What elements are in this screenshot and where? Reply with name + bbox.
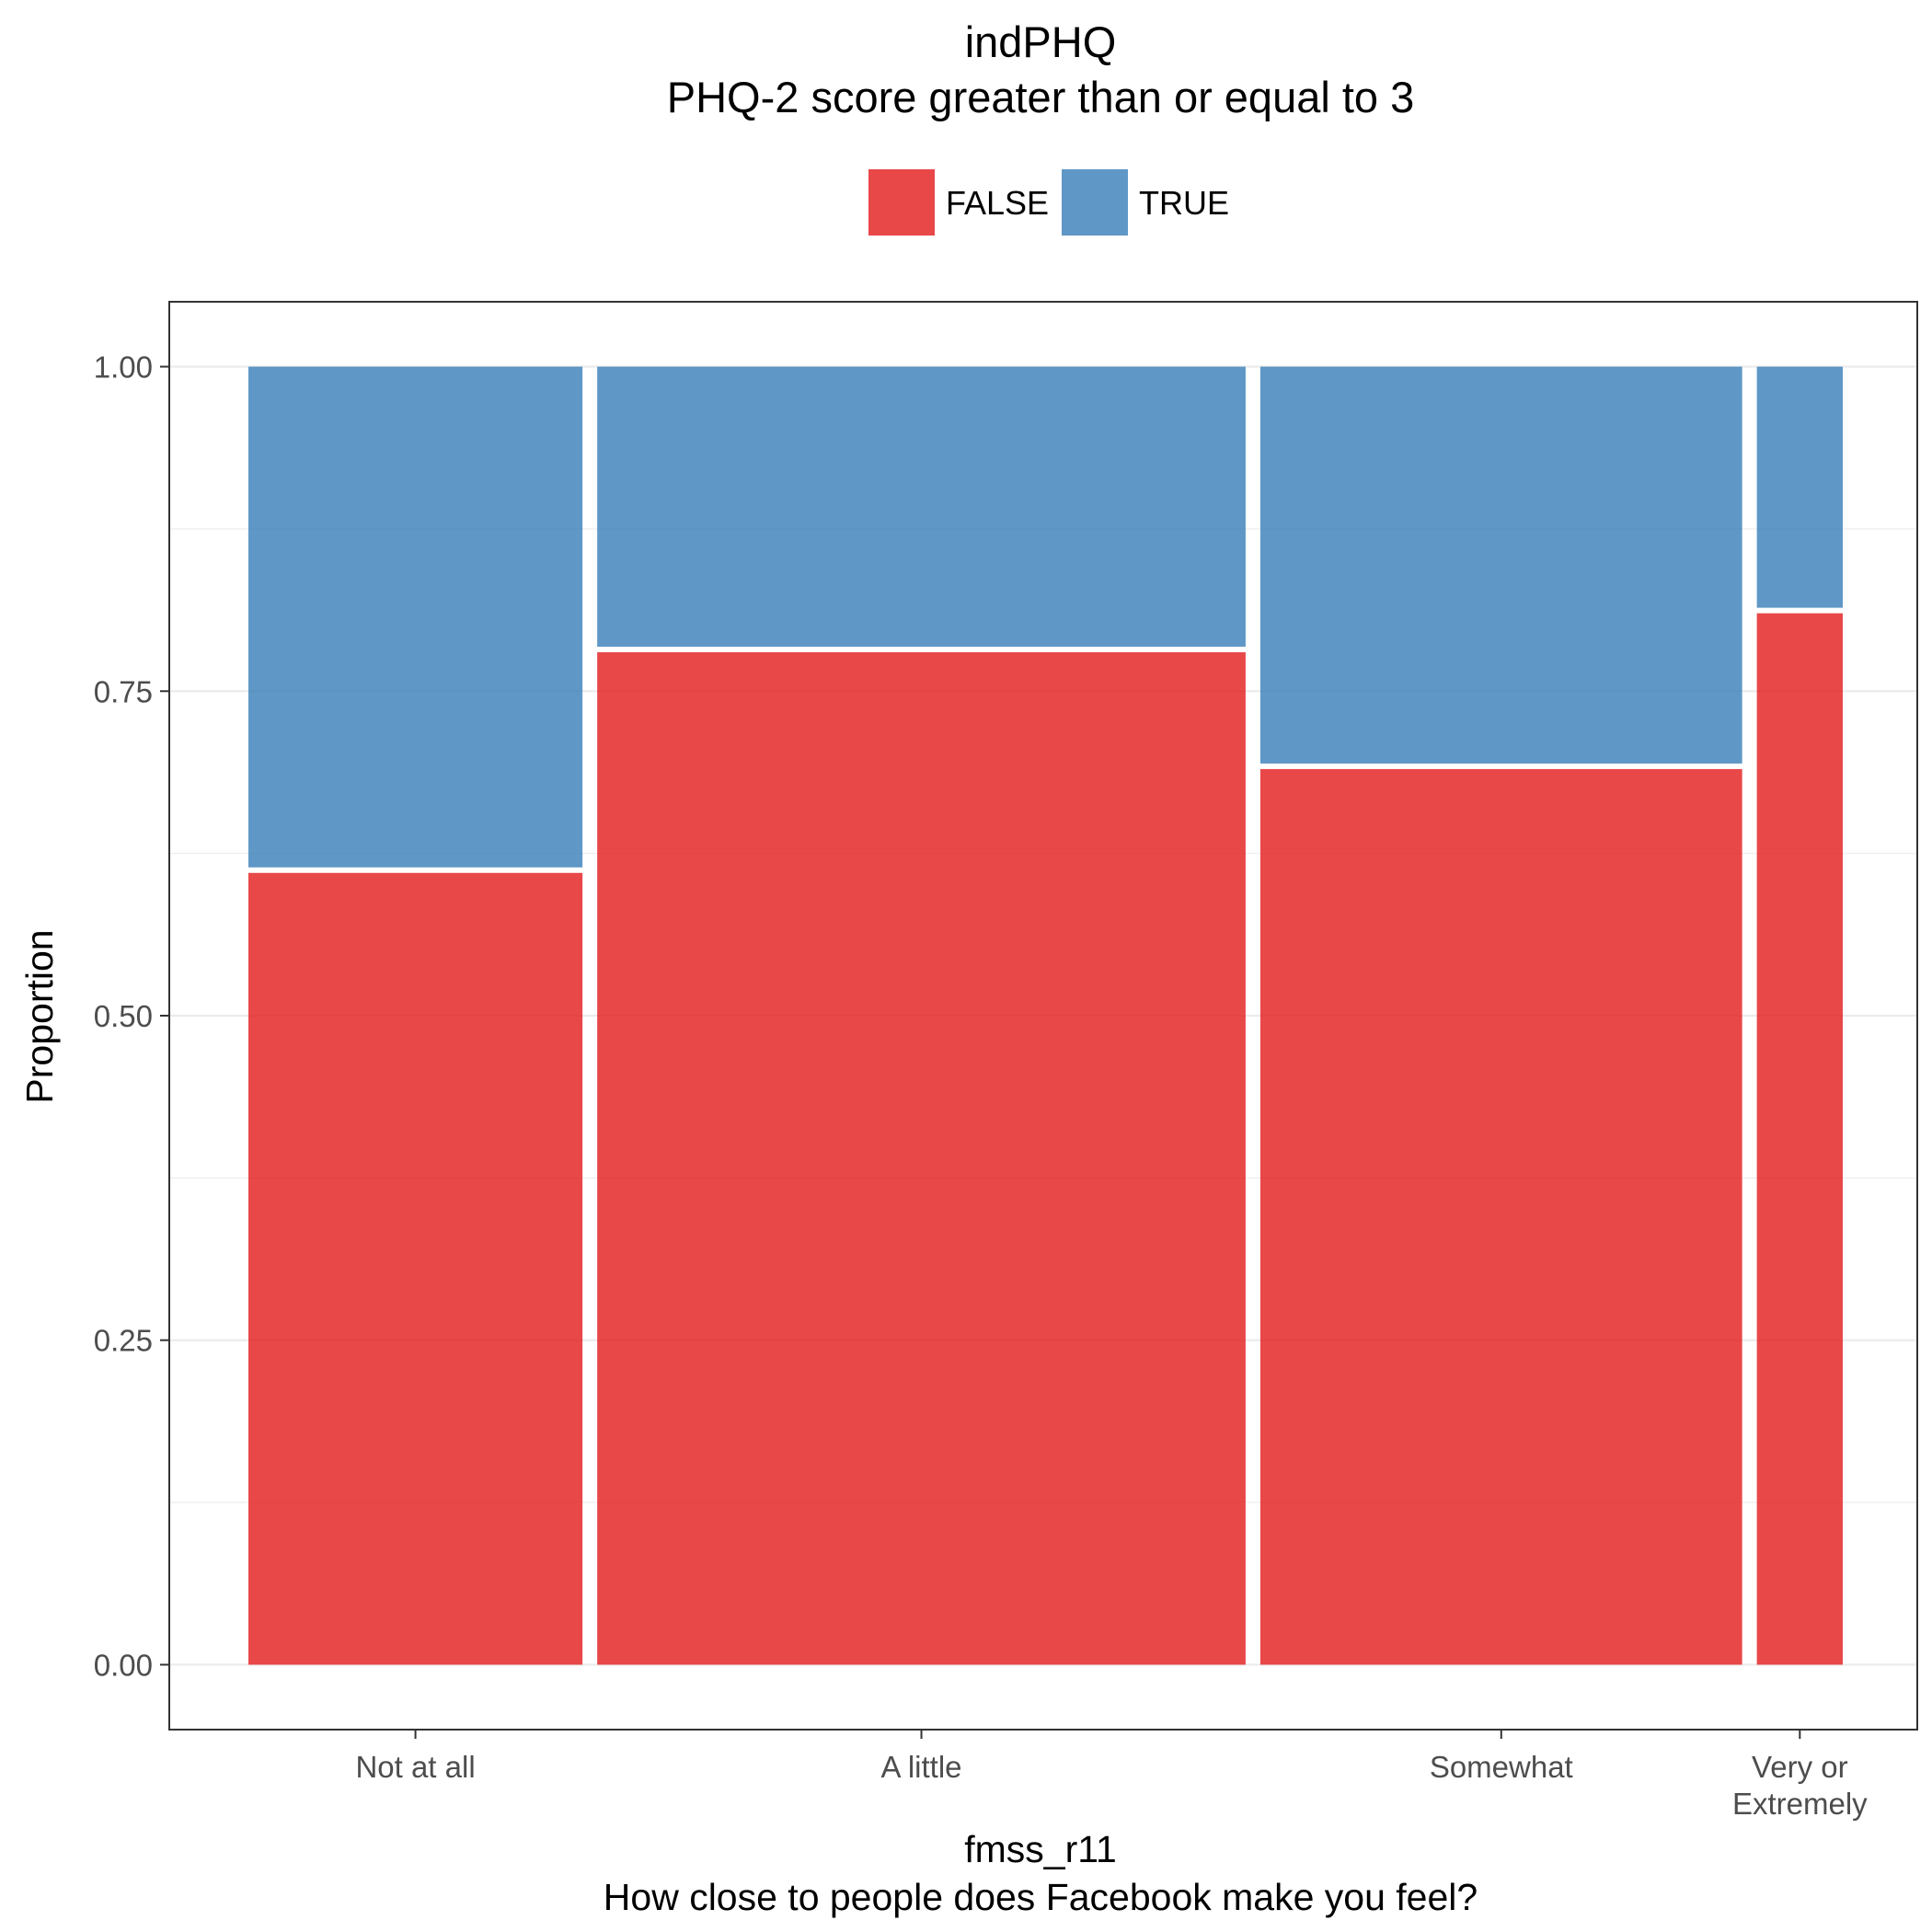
y-tick-label: 0.75 bbox=[94, 674, 153, 708]
bars bbox=[248, 366, 1843, 1665]
legend-label-false: FALSE bbox=[946, 184, 1049, 222]
chart-subtitle: PHQ-2 score greater than or equal to 3 bbox=[667, 73, 1415, 121]
bar-false-2 bbox=[597, 651, 1246, 1665]
bar-true-2 bbox=[597, 366, 1246, 647]
legend-key-false bbox=[868, 169, 935, 236]
x-tick-label: Somewhat bbox=[1430, 1750, 1573, 1784]
bar-false-4 bbox=[1756, 613, 1843, 1665]
y-tick-label: 0.25 bbox=[94, 1324, 153, 1358]
chart-title: indPHQ bbox=[965, 17, 1117, 66]
bar-true-4 bbox=[1756, 366, 1843, 608]
legend: FALSE TRUE bbox=[868, 169, 1229, 236]
bar-true-3 bbox=[1259, 366, 1742, 764]
bar-false-3 bbox=[1259, 768, 1742, 1665]
bar-false-1 bbox=[248, 872, 583, 1665]
plot-area: 0.00 0.25 0.50 0.75 1.00 Not at all A little S… bbox=[94, 301, 1918, 1821]
y-tick-label: 0.50 bbox=[94, 999, 153, 1033]
y-axis: 0.00 0.25 0.50 0.75 1.00 bbox=[94, 351, 169, 1682]
y-tick-label: 0.00 bbox=[94, 1648, 153, 1682]
legend-label-true: TRUE bbox=[1139, 184, 1229, 222]
y-axis-title: Proportion bbox=[18, 929, 61, 1103]
legend-key-true bbox=[1062, 169, 1128, 236]
x-axis-subtitle: How close to people does Facebook make y… bbox=[604, 1876, 1478, 1918]
x-tick-label: Extremely bbox=[1732, 1787, 1868, 1821]
bar-true-1 bbox=[248, 366, 583, 868]
x-tick-label: Not at all bbox=[355, 1750, 475, 1784]
x-tick-label: Very or bbox=[1752, 1750, 1848, 1784]
y-tick-label: 1.00 bbox=[94, 351, 153, 385]
x-tick-label: A little bbox=[880, 1750, 961, 1784]
x-axis-title: fmss_r11 bbox=[964, 1828, 1117, 1870]
x-axis: Not at all A little Somewhat Very orExtreme… bbox=[355, 1730, 1868, 1821]
